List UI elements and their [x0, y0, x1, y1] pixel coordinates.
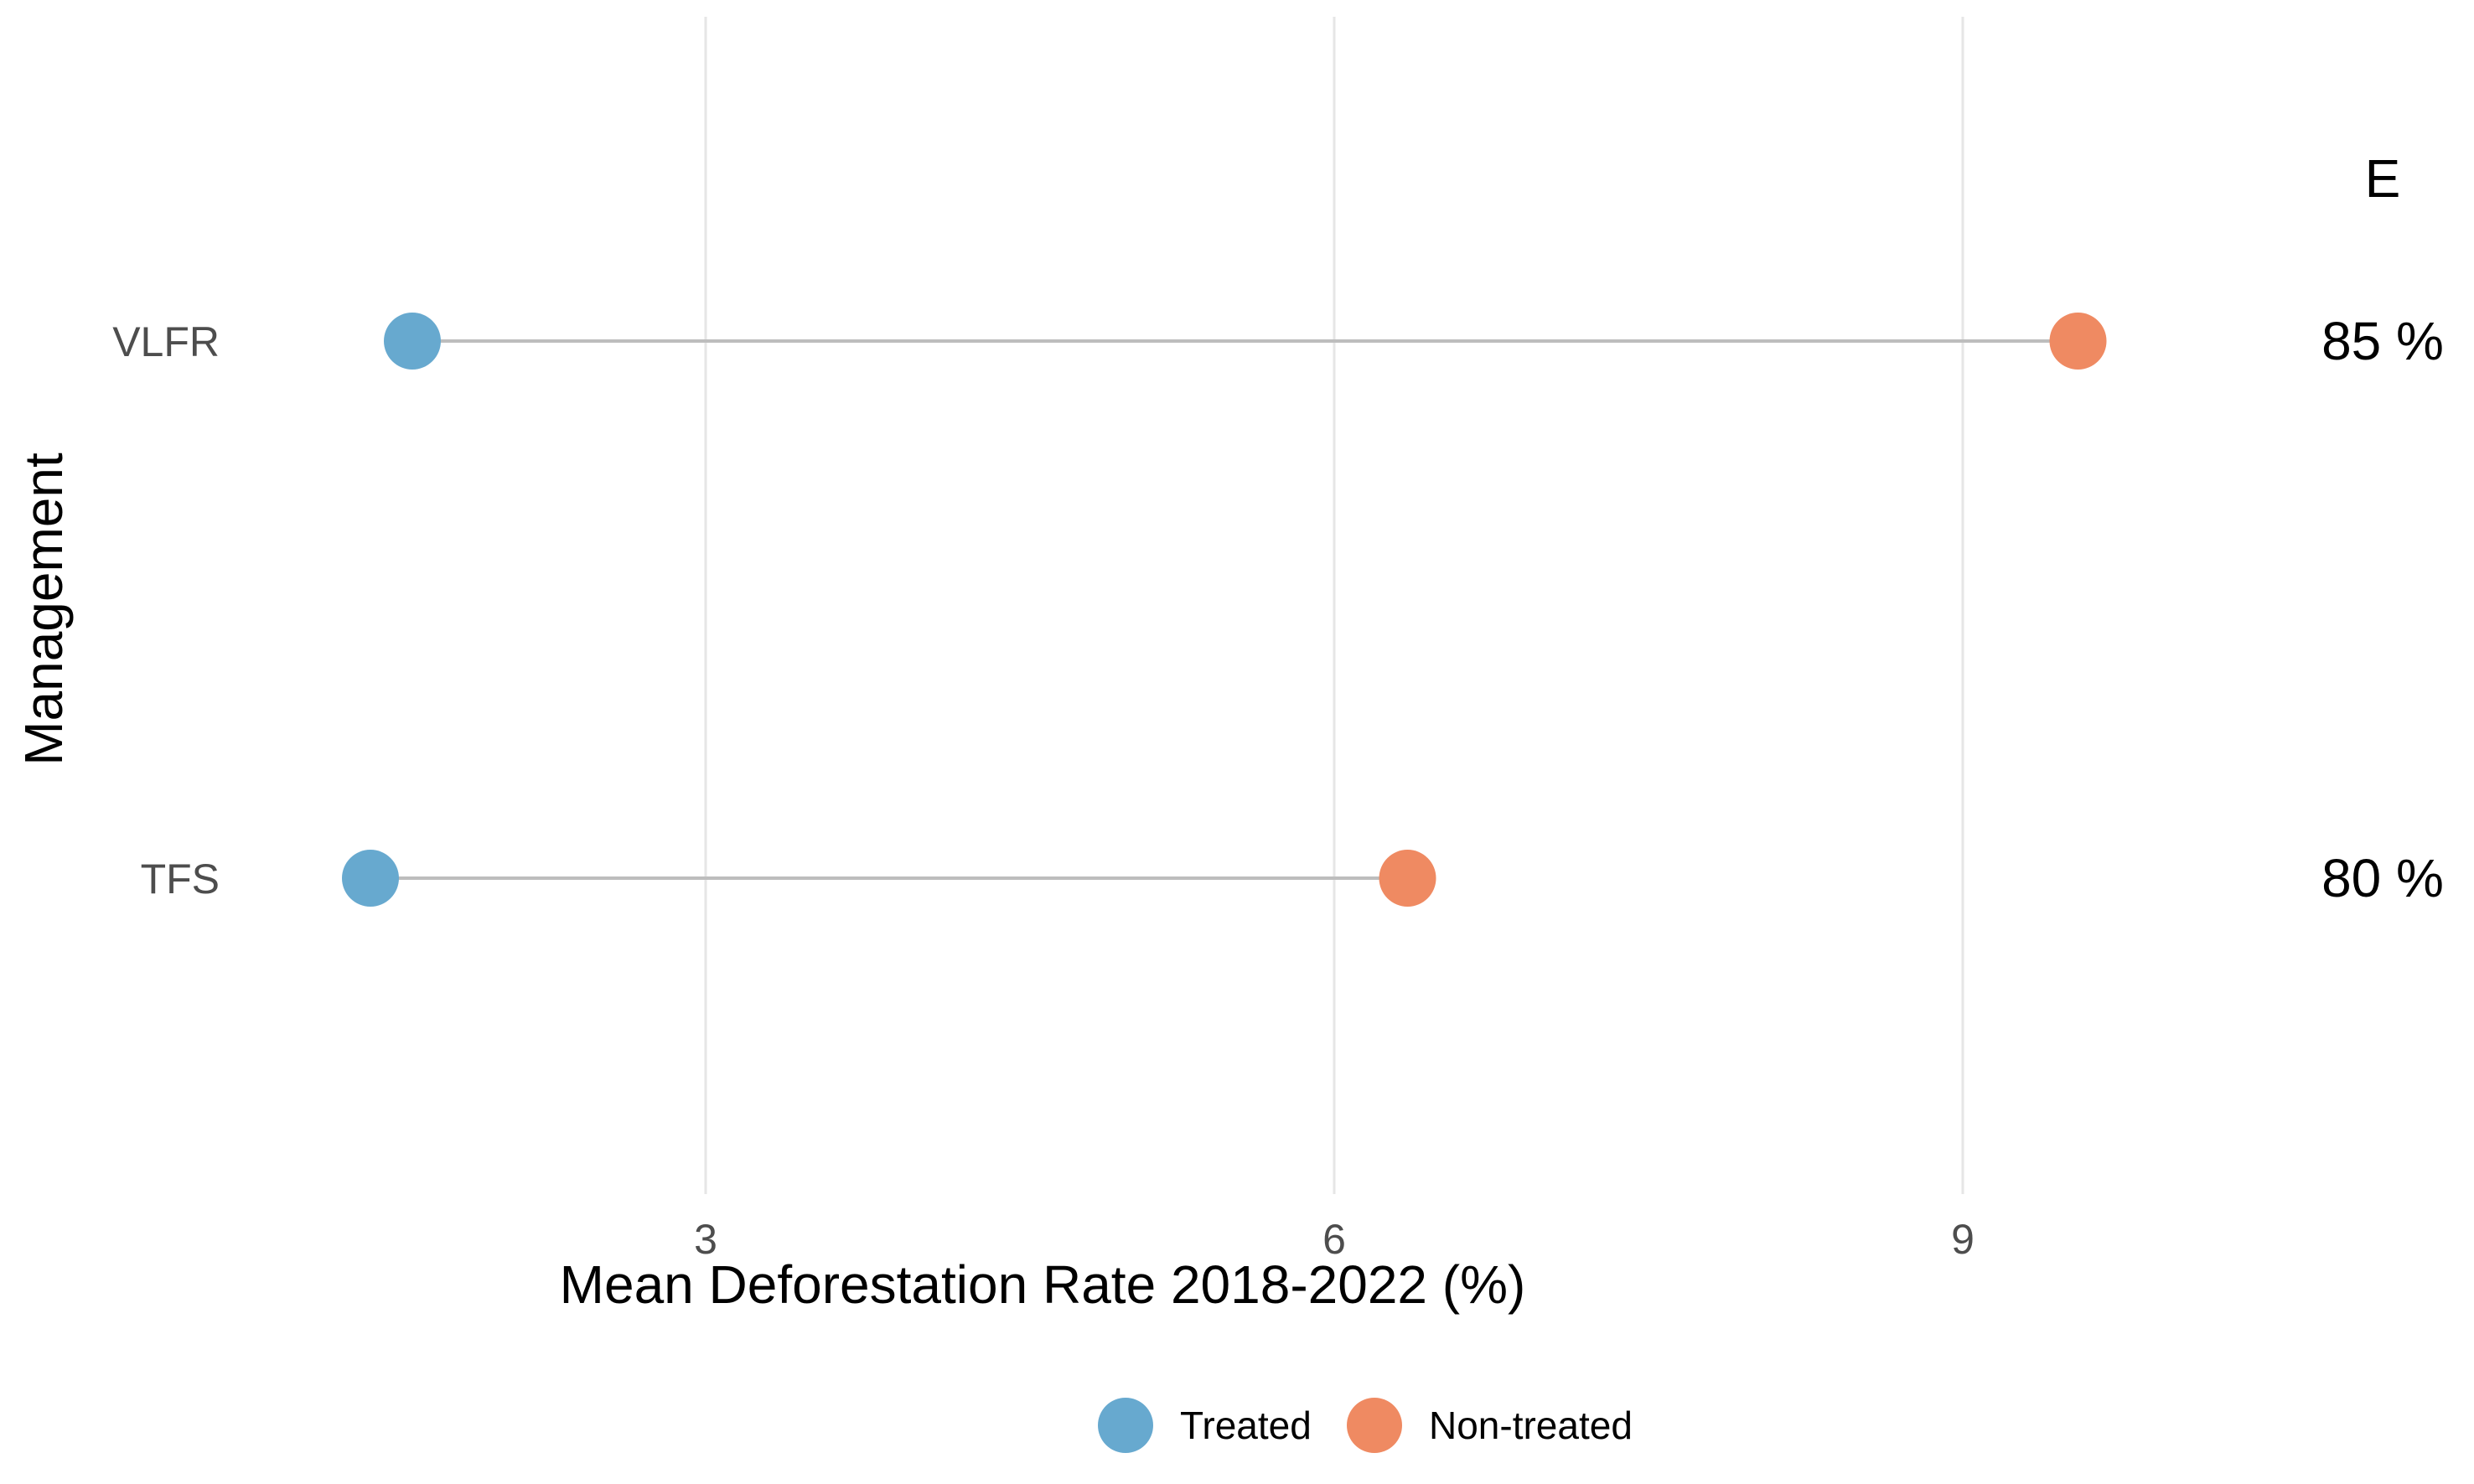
- y-axis-title: Management: [13, 452, 74, 766]
- connector-segments: [370, 339, 2078, 880]
- legend-label-treated: Treated: [1180, 1404, 1312, 1447]
- point-vlfr-treated: [384, 313, 441, 370]
- legend-swatch-non-treated: [1347, 1398, 1402, 1453]
- point-vlfr-non-treated: [2049, 313, 2107, 370]
- x-tick-label: 6: [1322, 1216, 1346, 1263]
- point-tfs-treated: [342, 850, 399, 907]
- annotations: E 85 % 80 %: [2321, 148, 2444, 908]
- legend-swatch-treated: [1098, 1398, 1153, 1453]
- legend: Treated Non-treated: [1098, 1398, 1633, 1453]
- y-tick-label: VLFR: [112, 318, 220, 365]
- annotation-value: 80 %: [2321, 848, 2444, 908]
- x-tick-label: 3: [694, 1216, 717, 1263]
- x-axis-title: Mean Deforestation Rate 2018-2022 (%): [560, 1254, 1526, 1315]
- annotation-value: 85 %: [2321, 311, 2444, 371]
- gridlines: [704, 17, 1964, 1194]
- y-axis-tick-labels: VLFR TFS: [112, 318, 220, 902]
- data-points: [342, 313, 2107, 907]
- y-tick-label: TFS: [141, 856, 220, 902]
- x-tick-label: 9: [1951, 1216, 1975, 1263]
- legend-label-non-treated: Non-treated: [1429, 1404, 1633, 1447]
- annotation-header: E: [2365, 148, 2401, 209]
- point-tfs-non-treated: [1379, 850, 1436, 907]
- x-axis-tick-labels: 3 6 9: [694, 1216, 1975, 1263]
